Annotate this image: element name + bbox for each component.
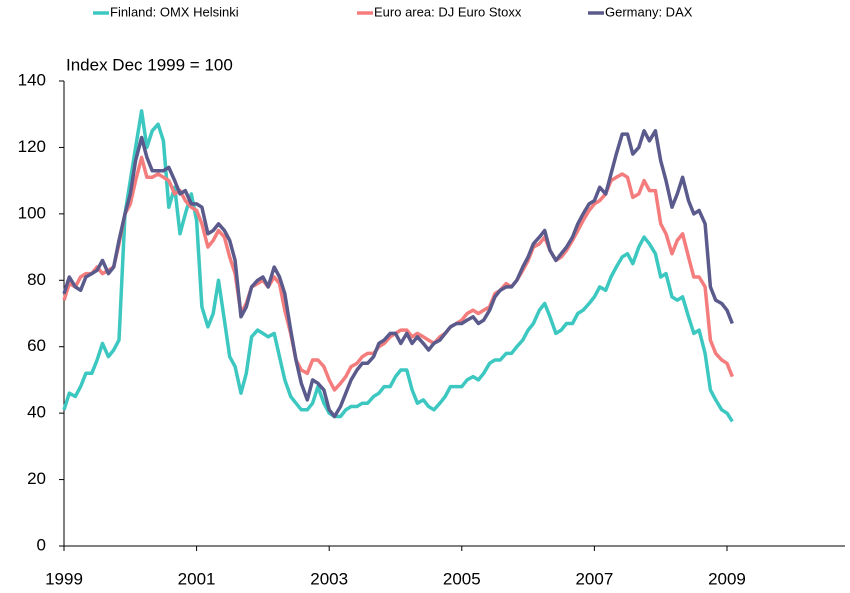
y-tick-label: 140 xyxy=(18,70,46,89)
chart-title: Index Dec 1999 = 100 xyxy=(66,55,233,74)
series-line xyxy=(62,129,734,419)
y-tick-label: 20 xyxy=(27,469,46,488)
legend-label: Germany: DAX xyxy=(605,4,693,19)
y-tick-label: 40 xyxy=(27,403,46,422)
y-tick-label: 60 xyxy=(27,336,46,355)
y-tick-label: 120 xyxy=(18,137,46,156)
series-line xyxy=(62,155,734,392)
x-tick-label: 2001 xyxy=(178,569,216,588)
series-line xyxy=(62,109,734,423)
y-tick-label: 100 xyxy=(18,203,46,222)
legend-label: Euro area: DJ Euro Stoxx xyxy=(374,4,522,19)
y-tick-label: 80 xyxy=(27,270,46,289)
legend-label: Finland: OMX Helsinki xyxy=(110,4,239,19)
x-tick-label: 2007 xyxy=(575,569,613,588)
x-tick-label: 2009 xyxy=(708,569,746,588)
y-tick-label: 0 xyxy=(37,535,46,554)
x-tick-label: 2005 xyxy=(443,569,481,588)
x-tick-label: 2003 xyxy=(310,569,348,588)
x-tick-label: 1999 xyxy=(45,569,83,588)
